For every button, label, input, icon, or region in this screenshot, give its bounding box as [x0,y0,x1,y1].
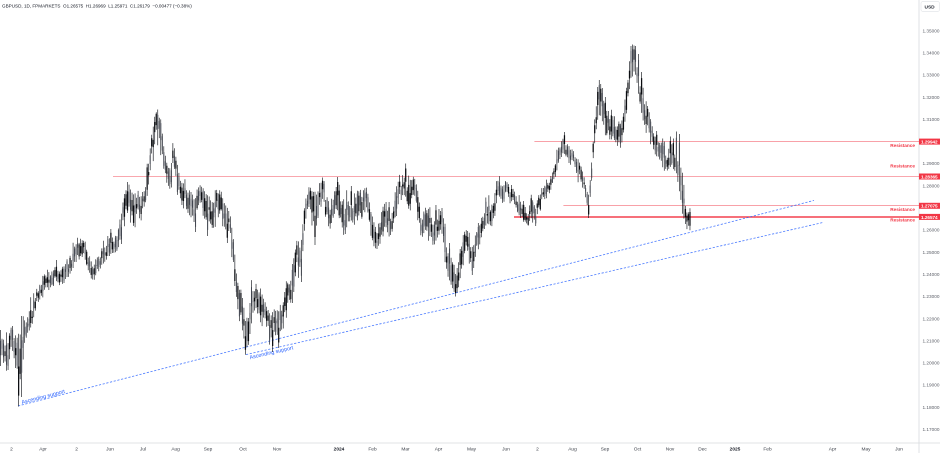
svg-text:1.29942: 1.29942 [921,140,938,145]
svg-text:Aug: Aug [568,447,577,453]
svg-text:Apr: Apr [829,447,837,453]
svg-text:Resistance: Resistance [890,163,915,168]
svg-text:Sep: Sep [601,447,610,453]
svg-text:Jun: Jun [895,447,903,453]
svg-text:2025: 2025 [730,447,741,453]
svg-text:Oct: Oct [634,447,642,453]
svg-text:Feb: Feb [368,447,377,453]
svg-text:USD: USD [925,4,936,10]
svg-text:1.28365: 1.28365 [921,174,938,179]
svg-text:Mar: Mar [401,447,410,453]
svg-text:Jul: Jul [140,447,146,453]
svg-text:Resistance: Resistance [890,218,915,223]
svg-text:1.21000: 1.21000 [923,338,940,343]
svg-text:May: May [467,447,477,453]
svg-text:1.29000: 1.29000 [923,161,940,166]
svg-text:1.31000: 1.31000 [923,117,940,122]
svg-text:1.33000: 1.33000 [923,73,940,78]
svg-text:Feb: Feb [763,447,772,453]
svg-text:1.19000: 1.19000 [923,383,940,388]
svg-text:2: 2 [536,447,539,453]
svg-text:2: 2 [10,447,13,453]
svg-text:2: 2 [75,447,78,453]
svg-text:1.23000: 1.23000 [923,294,940,299]
svg-text:1.22000: 1.22000 [923,316,940,321]
svg-text:1.27075: 1.27075 [921,204,938,209]
svg-text:Jun: Jun [502,447,510,453]
svg-text:1.26574: 1.26574 [921,215,938,220]
svg-text:1.24000: 1.24000 [923,272,940,277]
svg-text:Apr: Apr [39,447,47,453]
svg-text:Oct: Oct [239,447,247,453]
svg-text:Resistance: Resistance [890,207,915,212]
svg-text:1.26000: 1.26000 [923,228,940,233]
svg-text:1.34000: 1.34000 [923,51,940,56]
svg-text:1.20000: 1.20000 [923,361,940,366]
svg-text:Apr: Apr [435,447,443,453]
svg-text:1.35000: 1.35000 [923,28,940,33]
svg-text:Aug: Aug [171,447,180,453]
svg-text:2024: 2024 [334,447,345,453]
svg-text:1.25000: 1.25000 [923,250,940,255]
svg-text:1.18000: 1.18000 [923,405,940,410]
svg-text:Dec: Dec [698,447,707,453]
svg-text:Nov: Nov [273,447,282,453]
svg-text:Resistance: Resistance [890,143,915,148]
svg-text:Jun: Jun [106,447,114,453]
svg-text:Sep: Sep [204,447,213,453]
svg-text:Nov: Nov [666,447,675,453]
svg-text:1.28000: 1.28000 [923,183,940,188]
svg-text:May: May [861,447,871,453]
svg-text:1.17000: 1.17000 [923,427,940,432]
svg-text:GBPUSD, 1D, FPMARKETS O1.2657: GBPUSD, 1D, FPMARKETS O1.26575 H1.26969 … [2,4,192,9]
svg-text:1.32000: 1.32000 [923,95,940,100]
